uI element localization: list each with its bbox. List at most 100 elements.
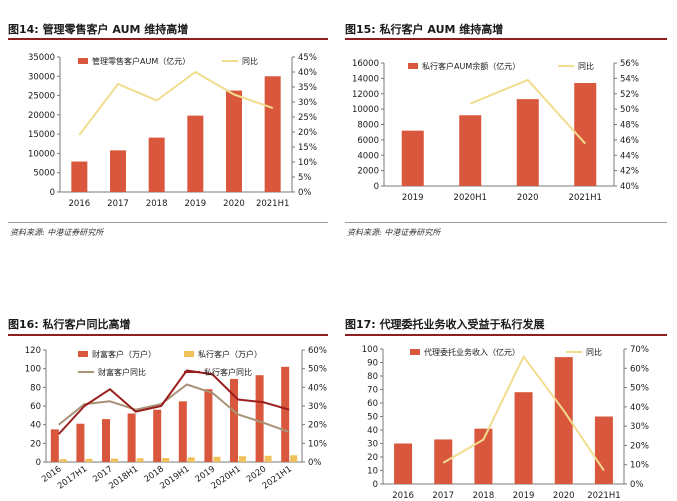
fig14-right-tick-label: 45% [298,53,317,63]
fig17-bar [514,392,533,484]
fig16-legend-label: 私行客户同比 [204,367,252,377]
fig17-left-tick-label: 0 [373,480,378,490]
fig17-bar [394,443,413,484]
fig14-bar [110,150,126,192]
fig16-right-tick-label: 50% [308,365,327,375]
fig16-rule [8,334,328,336]
fig15-x-tick-label: 2020H1 [454,193,487,203]
fig17-x-tick-label: 2019 [513,491,535,501]
fig17-left-tick-label: 10 [367,467,378,477]
fig14-x-tick-label: 2020 [223,199,245,209]
fig16-left-tick-label: 120 [25,346,41,356]
fig16-number: 图16: [8,318,39,331]
fig15-number: 图15: [345,23,376,36]
fig16-left-tick-label: 0 [36,458,41,468]
fig16-bar [187,457,195,462]
fig16-right-tick-label: 30% [308,402,327,412]
fig15-left-tick-label: 4000 [357,151,379,161]
fig15-left-tick-label: 0 [374,182,379,192]
fig17-left-tick-label: 80 [367,372,378,382]
fig14-right-tick-label: 30% [298,98,317,108]
fig14-left-tick-label: 30000 [28,72,55,82]
fig14-left-tick-label: 35000 [28,53,55,63]
fig16-line-series [58,383,290,434]
fig16-left-tick-label: 100 [25,365,41,375]
fig14-left-tick-label: 0 [50,188,55,198]
fig16-bar [255,375,264,462]
fig14-left-tick-label: 20000 [28,111,55,121]
fig16-bar [59,459,67,462]
fig15-right-tick-label: 52% [620,90,639,100]
fig17-right-tick-label: 60% [630,364,649,374]
fig17-bar [474,428,493,484]
fig15-right-tick-label: 48% [620,121,639,131]
fig16-x-tick-label: 2019H1 [158,464,191,491]
fig17-title-text: 代理委托业务收入受益于私行发展 [379,318,545,331]
fig16-left-tick-label: 20 [30,439,41,449]
fig16-bar [153,409,162,462]
fig17-right-tick-label: 0% [630,480,644,490]
fig16-right-tick-label: 20% [308,421,327,431]
fig14-left-tick-label: 10000 [28,149,55,159]
fig15-source: 资料来源: 中港证券研究所 [347,228,441,237]
fig15-title-text: 私行客户 AUM 维持高增 [379,23,504,36]
fig15-right-tick-label: 56% [620,59,639,69]
fig16-bar [230,378,238,462]
fig14-x-tick-label: 2019 [185,199,207,209]
fig16-legend-swatch [78,351,88,357]
fig14-legend-label: 管理零售客户AUM（亿元） [92,56,190,66]
fig15-line-series [469,78,587,145]
fig16-x-tick-label: 2017H1 [56,464,89,491]
fig15-left-tick-label: 2000 [357,167,379,177]
fig17-right-tick-label: 70% [630,345,649,355]
fig17-right-tick-label: 40% [630,403,649,413]
fig16-bar [50,429,59,462]
fig14-right-tick-label: 5% [298,173,312,183]
fig14-bar [264,76,281,192]
fig17-left-tick-label: 50 [367,413,378,423]
fig14-x-tick-label: 2021H1 [256,199,289,209]
fig17-left-tick-label: 40 [367,426,378,436]
fig14-rule [8,38,328,40]
fig16-bar [127,413,136,462]
fig16-bar [264,455,272,462]
fig16-left-tick-label: 60 [30,402,41,412]
fig17-bar [594,416,613,484]
fig14-left-tick-label: 15000 [28,130,55,140]
fig16-x-tick-label: 2020H1 [210,464,243,491]
fig17-legend-label: 代理委托业务收入（亿元） [424,347,520,357]
fig15-bar [516,99,539,186]
fig14-left-tick-label: 5000 [33,169,55,179]
fig15-right-tick-label: 42% [620,167,639,177]
fig15-left-tick-label: 12000 [352,90,379,100]
fig16-legend-swatch [184,351,194,357]
fig14-bar [187,115,204,192]
fig16-bar [102,419,110,462]
fig15-right-tick-label: 46% [620,136,639,146]
fig17-x-tick-label: 2016 [392,491,414,501]
fig15-bar [459,115,482,186]
fig17-legend-label: 同比 [586,347,602,357]
fig17-right-tick-label: 30% [630,422,649,432]
fig15-right-tick-label: 50% [620,105,639,115]
fig16-bar [136,458,144,462]
fig16-title-text: 私行客户同比高增 [42,318,131,331]
fig16-bar [76,423,85,462]
fig14-line-series [78,71,274,136]
fig17-left-tick-label: 100 [362,345,378,355]
fig17-right-tick-label: 10% [630,461,649,471]
fig15-bar [574,82,597,186]
fig16-right-tick-label: 60% [308,346,327,356]
fig16-bar [178,401,187,462]
fig15-legend-swatch [408,63,418,69]
fig14-bar [226,90,242,192]
fig17-x-tick-label: 2021H1 [587,491,620,501]
fig16-right-tick-label: 10% [308,439,327,449]
fig16-right-tick-label: 0% [308,458,322,468]
fig17-left-tick-label: 20 [367,453,378,463]
fig14-legend-label: 同比 [242,56,258,66]
fig16-left-tick-label: 80 [30,383,41,393]
fig17-title: 图17: 代理委托业务收入受益于私行发展 [345,316,545,332]
fig17-x-tick-label: 2018 [473,491,495,501]
fig15-left-tick-label: 14000 [352,74,379,84]
